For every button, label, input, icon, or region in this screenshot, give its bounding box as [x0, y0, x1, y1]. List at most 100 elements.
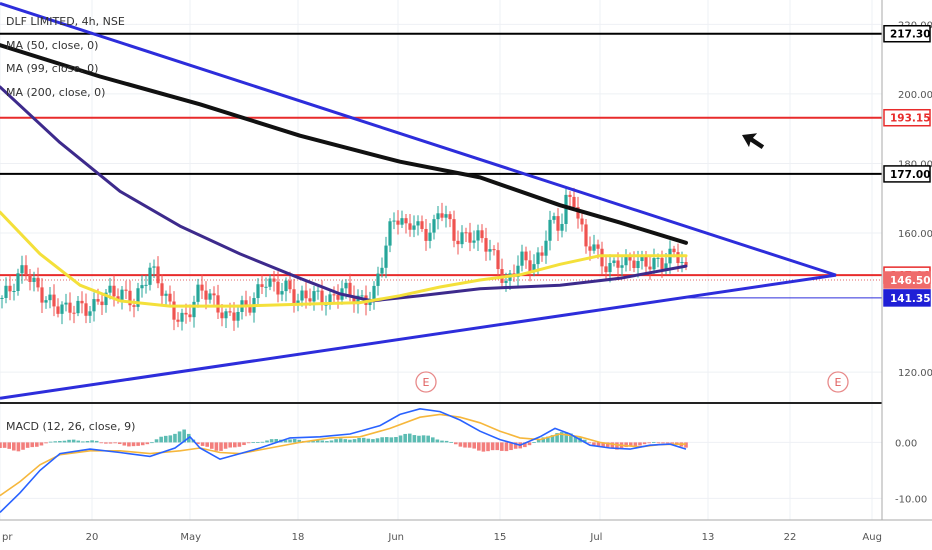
macd-histogram-bar	[0, 442, 2, 448]
candle-body	[272, 278, 276, 282]
candle-body	[448, 214, 452, 220]
candle-body	[220, 312, 224, 319]
macd-histogram-bar	[486, 442, 490, 452]
candle-body	[296, 300, 300, 303]
macd-histogram-bar	[108, 442, 113, 444]
candle-body	[424, 228, 428, 241]
macd-histogram-bar	[665, 442, 670, 444]
macd-histogram-bar	[200, 442, 205, 446]
macd-histogram-bar	[67, 439, 71, 443]
candle-body	[444, 214, 448, 218]
macd-histogram-bar	[233, 442, 237, 448]
candle-body	[8, 285, 12, 292]
macd-histogram-bar	[228, 442, 233, 448]
earnings-marker	[827, 371, 849, 393]
candle-body	[152, 266, 156, 268]
price-tick-label: 160.00	[898, 229, 932, 240]
candle-body	[476, 230, 480, 241]
candle-body	[112, 285, 116, 297]
macd-histogram-bar	[628, 442, 633, 447]
macd-histogram-bar	[343, 439, 348, 443]
trendline	[0, 273, 837, 400]
candle-body	[584, 224, 588, 247]
candle-body	[332, 294, 336, 296]
candle-body	[400, 218, 404, 225]
candle-body	[64, 302, 68, 305]
horizontal-levels	[0, 32, 882, 299]
candle-body	[140, 285, 144, 289]
candle-body	[52, 294, 56, 307]
candle-body	[80, 300, 84, 304]
candle-body	[588, 246, 592, 251]
macd-histogram-bar	[150, 442, 154, 444]
candle-body	[336, 294, 340, 300]
candle-body	[208, 293, 212, 300]
earnings-marker-label: E	[835, 376, 842, 389]
macd-histogram-bar	[527, 442, 532, 446]
candle-body	[576, 207, 580, 219]
macd-histogram-bar	[209, 442, 214, 449]
earnings-marker-label: E	[423, 376, 430, 389]
macd-histogram-bar	[440, 440, 444, 443]
candle-body	[276, 281, 280, 295]
macd-histogram-bar	[2, 442, 7, 448]
macd-histogram-bar	[421, 435, 426, 443]
macd-histogram-bar	[375, 438, 380, 443]
candle-body	[300, 290, 304, 301]
price-label-text: 146.50	[890, 275, 931, 287]
candle-body	[144, 284, 148, 286]
candle-body	[652, 258, 656, 270]
candle-body	[580, 218, 584, 225]
time-tick-label: 18	[292, 532, 305, 543]
macd-histogram-bar	[145, 442, 150, 445]
macd-histogram-bar	[504, 442, 509, 452]
macd-histogram-bar	[601, 442, 605, 447]
macd-histogram-bar	[389, 437, 394, 443]
candle-body	[516, 265, 520, 277]
candle-body	[384, 245, 388, 268]
candle-body	[612, 260, 616, 263]
candle-body	[496, 250, 500, 270]
macd-histogram-bar	[315, 439, 320, 443]
macd-histogram-bar	[320, 440, 325, 443]
candle-body	[456, 240, 460, 245]
macd-tick-label: 0.00	[895, 438, 917, 449]
price-label-box	[883, 165, 931, 183]
candle-body	[352, 295, 356, 305]
macd-histogram-bar	[12, 442, 16, 451]
price-label-text: 217.30	[890, 29, 931, 41]
macd-histogram-bar	[58, 440, 62, 443]
macd-histogram-bar	[16, 442, 21, 452]
candle-body	[72, 312, 76, 314]
macd-signal-line	[0, 413, 687, 497]
candle-body	[432, 219, 436, 233]
candle-body	[328, 294, 332, 305]
macd-histogram-bar	[62, 440, 67, 443]
macd-histogram-bar	[214, 442, 219, 451]
candle-body	[520, 251, 524, 266]
macd-histogram-bar	[260, 441, 265, 443]
macd-histogram-bar	[297, 439, 302, 443]
candle-body	[76, 300, 80, 314]
macd-histogram-bar	[348, 439, 352, 443]
macd-histogram-bar	[7, 442, 12, 449]
macd-histogram-bar	[81, 441, 85, 443]
candle-body	[212, 293, 216, 296]
candle-body	[184, 312, 188, 315]
price-tick-label: 200.00	[898, 90, 932, 101]
candle-body	[0, 297, 4, 299]
time-tick-label: Jul	[589, 532, 602, 543]
macd-histogram-bar	[168, 435, 173, 443]
candle-body	[396, 220, 400, 225]
macd-histogram-bar	[292, 439, 297, 443]
macd-histogram-bar	[444, 440, 449, 443]
macd-histogram-bar	[265, 440, 269, 443]
candle-body	[232, 312, 236, 321]
macd-histogram-bar	[633, 442, 638, 446]
candle-body	[600, 248, 604, 267]
candle-body	[388, 221, 392, 246]
macd-histogram-bar	[352, 439, 357, 443]
candle-body	[92, 299, 96, 312]
